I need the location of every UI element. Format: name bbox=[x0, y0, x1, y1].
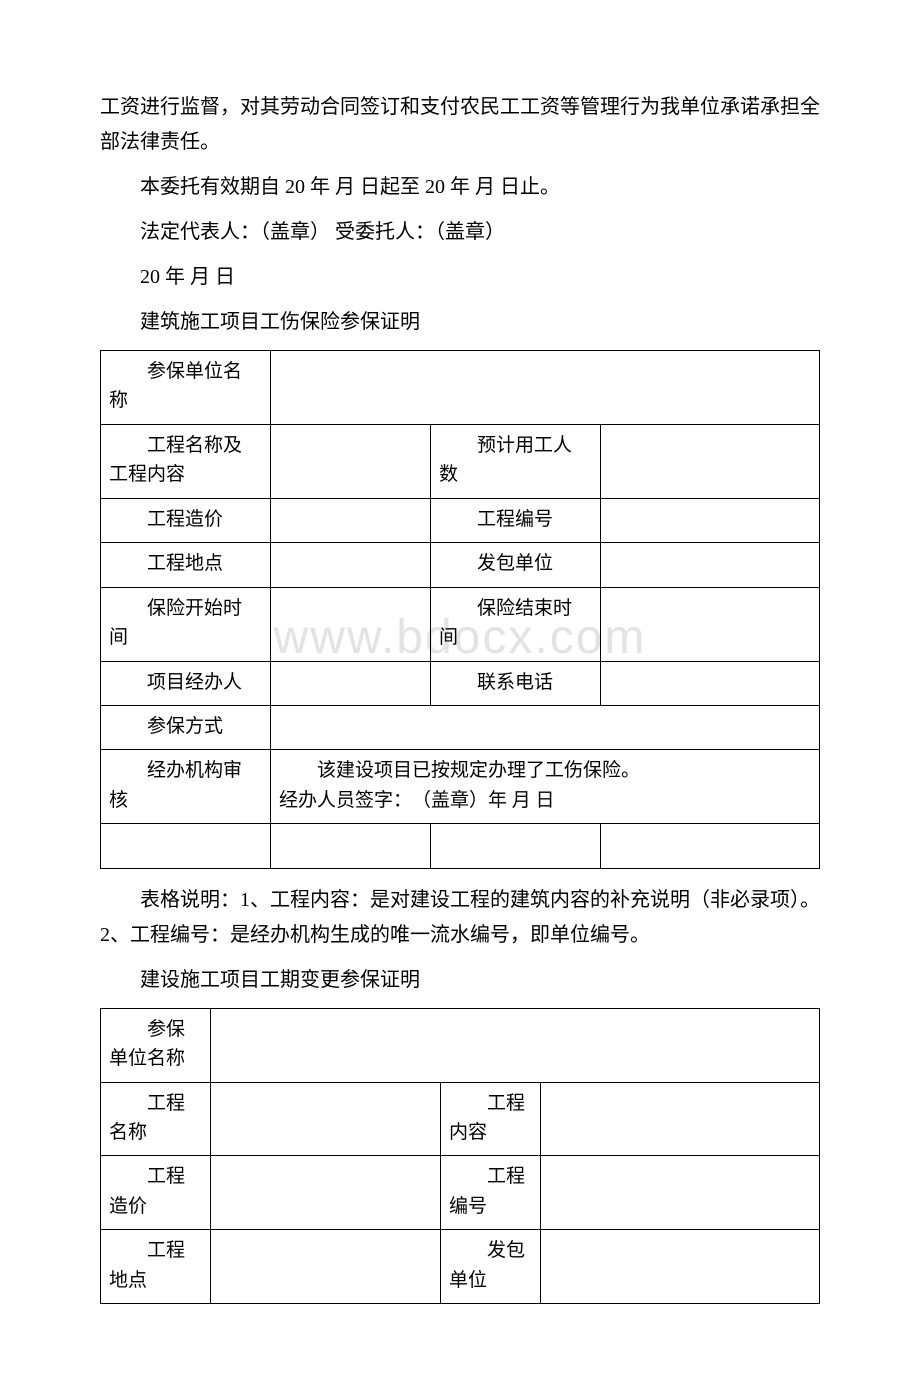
text: 内容 bbox=[449, 1118, 532, 1147]
value-contracting-unit bbox=[601, 543, 820, 587]
text: 发包 bbox=[487, 1240, 525, 1261]
text: 称 bbox=[109, 386, 262, 415]
value-contracting-unit-2 bbox=[541, 1230, 820, 1304]
text: 编号 bbox=[449, 1192, 532, 1221]
paragraph-validity: 本委托有效期自 20 年 月 日起至 20 年 月 日止。 bbox=[100, 170, 820, 205]
text: 工程 bbox=[147, 1240, 185, 1261]
value-expected-workers bbox=[601, 424, 820, 498]
value-insurance-method bbox=[271, 705, 820, 749]
value-insurance-start bbox=[271, 587, 431, 661]
text: 工程名称及 bbox=[147, 435, 242, 456]
label-project-cost: 工程造价 bbox=[101, 498, 271, 542]
label-agency-review: 经办机构审 核 bbox=[101, 750, 271, 824]
text: 间 bbox=[439, 623, 592, 652]
paragraph-table-notes: 表格说明：1、工程内容：是对建设工程的建筑内容的补充说明（非必录项）。2、工程编… bbox=[100, 883, 820, 953]
text: 名称 bbox=[109, 1118, 202, 1147]
label-insurance-method: 参保方式 bbox=[101, 705, 271, 749]
table-row: 参保方式 bbox=[101, 705, 820, 749]
heading-table2: 建设施工项目工期变更参保证明 bbox=[100, 963, 820, 998]
text: 保险结束时 bbox=[477, 598, 572, 619]
text: 经办人员签字： （盖章）年 月 日 bbox=[279, 790, 555, 811]
value-project-cost bbox=[271, 498, 431, 542]
table-row bbox=[101, 824, 820, 868]
label-insured-unit-2: 参保 单位名称 bbox=[101, 1008, 211, 1082]
value-project-handler bbox=[271, 661, 431, 705]
text: 工程内容 bbox=[109, 460, 262, 489]
table-row: 经办机构审 核 该建设项目已按规定办理了工伤保险。 经办人员签字： （盖章）年 … bbox=[101, 750, 820, 824]
text: 保险开始时 bbox=[147, 598, 242, 619]
table-row: 工程 造价 工程 编号 bbox=[101, 1156, 820, 1230]
value-project-name-2 bbox=[211, 1082, 441, 1156]
empty-cell bbox=[101, 824, 271, 868]
label-project-content-2: 工程 内容 bbox=[441, 1082, 541, 1156]
label-project-number: 工程编号 bbox=[431, 498, 601, 542]
table-row: 项目经办人 联系电话 bbox=[101, 661, 820, 705]
text: 单位名称 bbox=[109, 1044, 202, 1073]
empty-cell bbox=[271, 824, 431, 868]
value-project-number bbox=[601, 498, 820, 542]
value-phone bbox=[601, 661, 820, 705]
paragraph-date: 20 年 月 日 bbox=[100, 260, 820, 295]
text: 工程 bbox=[487, 1166, 525, 1187]
paragraph-supervision: 工资进行监督，对其劳动合同签订和支付农民工工资等管理行为我单位承诺承担全部法律责… bbox=[100, 90, 820, 160]
text: 核 bbox=[109, 786, 262, 815]
label-project-handler: 项目经办人 bbox=[101, 661, 271, 705]
text: 造价 bbox=[109, 1192, 202, 1221]
paragraph-representatives: 法定代表人：（盖章） 受委托人：（盖章） bbox=[100, 215, 820, 250]
table-row: 工程名称及 工程内容 预计用工人 数 bbox=[101, 424, 820, 498]
text: 参保 bbox=[147, 1019, 185, 1040]
label-contracting-unit: 发包单位 bbox=[431, 543, 601, 587]
table-row: 工程 地点 发包 单位 bbox=[101, 1230, 820, 1304]
value-insured-unit-2 bbox=[211, 1008, 820, 1082]
text: 经办机构审 bbox=[147, 760, 242, 781]
document-content: 工资进行监督，对其劳动合同签订和支付农民工工资等管理行为我单位承诺承担全部法律责… bbox=[100, 90, 820, 1304]
value-project-number-2 bbox=[541, 1156, 820, 1230]
text: 地点 bbox=[109, 1266, 202, 1295]
text: 该建设项目已按规定办理了工伤保险。 bbox=[317, 760, 640, 781]
duration-change-table: 参保 单位名称 工程 名称 工程 内容 工程 bbox=[100, 1008, 820, 1305]
empty-cell bbox=[431, 824, 601, 868]
empty-cell bbox=[601, 824, 820, 868]
text: 间 bbox=[109, 623, 262, 652]
label-project-number-2: 工程 编号 bbox=[441, 1156, 541, 1230]
label-expected-workers: 预计用工人 数 bbox=[431, 424, 601, 498]
label-project-location-2: 工程 地点 bbox=[101, 1230, 211, 1304]
text: 单位 bbox=[449, 1266, 532, 1295]
label-insured-unit: 参保单位名 称 bbox=[101, 351, 271, 425]
table-row: 参保单位名 称 bbox=[101, 351, 820, 425]
text: 参保单位名 bbox=[147, 361, 242, 382]
table-row: 工程地点 发包单位 bbox=[101, 543, 820, 587]
insurance-certificate-table: 参保单位名 称 工程名称及 工程内容 预计用工人 数 工程造价 bbox=[100, 350, 820, 869]
text: 工程 bbox=[147, 1166, 185, 1187]
value-insured-unit bbox=[271, 351, 820, 425]
text: 预计用工人 bbox=[477, 435, 572, 456]
value-insurance-end bbox=[601, 587, 820, 661]
label-phone: 联系电话 bbox=[431, 661, 601, 705]
heading-table1: 建筑施工项目工伤保险参保证明 bbox=[100, 305, 820, 340]
table-row: 工程造价 工程编号 bbox=[101, 498, 820, 542]
value-project-cost-2 bbox=[211, 1156, 441, 1230]
label-insurance-end: 保险结束时 间 bbox=[431, 587, 601, 661]
label-project-cost-2: 工程 造价 bbox=[101, 1156, 211, 1230]
value-agency-review: 该建设项目已按规定办理了工伤保险。 经办人员签字： （盖章）年 月 日 bbox=[271, 750, 820, 824]
table-row: 保险开始时 间 保险结束时 间 bbox=[101, 587, 820, 661]
label-project-location: 工程地点 bbox=[101, 543, 271, 587]
label-insurance-start: 保险开始时 间 bbox=[101, 587, 271, 661]
label-project-name-content: 工程名称及 工程内容 bbox=[101, 424, 271, 498]
value-project-content-2 bbox=[541, 1082, 820, 1156]
value-project-location bbox=[271, 543, 431, 587]
text: 数 bbox=[439, 460, 592, 489]
label-contracting-unit-2: 发包 单位 bbox=[441, 1230, 541, 1304]
text: 工程 bbox=[147, 1093, 185, 1114]
table-row: 参保 单位名称 bbox=[101, 1008, 820, 1082]
table-row: 工程 名称 工程 内容 bbox=[101, 1082, 820, 1156]
text: 工程 bbox=[487, 1093, 525, 1114]
label-project-name-2: 工程 名称 bbox=[101, 1082, 211, 1156]
value-project-location-2 bbox=[211, 1230, 441, 1304]
value-project-name-content bbox=[271, 424, 431, 498]
